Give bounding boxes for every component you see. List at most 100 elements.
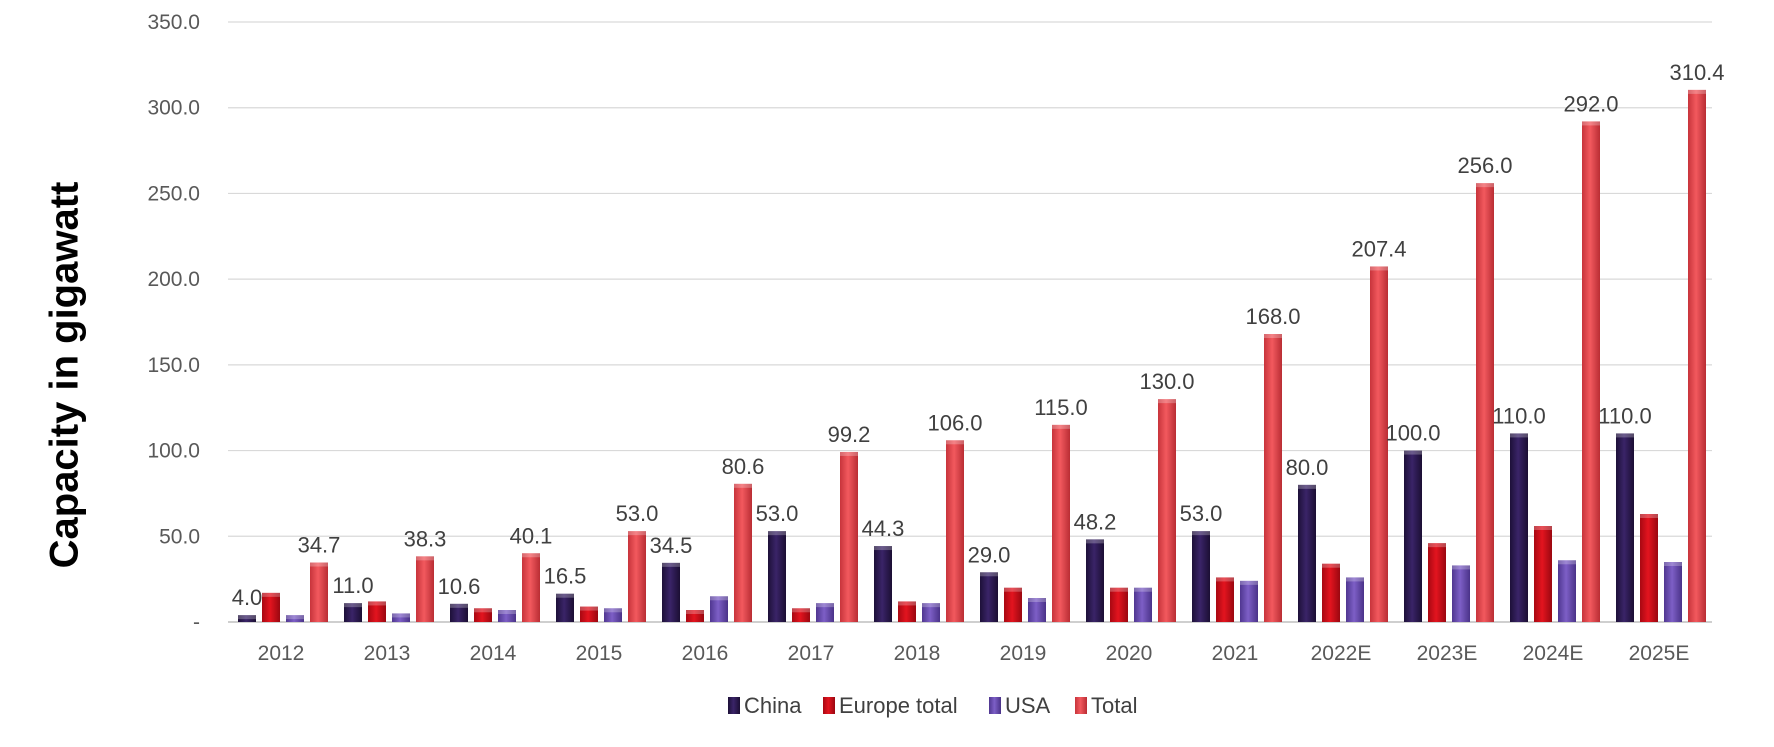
bar-usa bbox=[1240, 580, 1258, 622]
bar-total bbox=[1476, 183, 1494, 622]
y-tick-label: 300.0 bbox=[147, 97, 200, 120]
legend-item-europe-total: Europe total bbox=[823, 693, 958, 718]
data-label-total: 53.0 bbox=[616, 501, 659, 526]
bar-china bbox=[980, 572, 998, 622]
y-tick-label: 200.0 bbox=[147, 268, 200, 291]
x-tick-label: 2018 bbox=[894, 642, 941, 665]
bar-china bbox=[662, 562, 680, 622]
bar-china bbox=[1404, 450, 1422, 622]
legend-swatch bbox=[728, 697, 740, 714]
y-tick-label: - bbox=[193, 611, 200, 634]
bar-usa bbox=[286, 615, 304, 622]
bar-europe-total bbox=[898, 601, 916, 622]
data-label-total: 99.2 bbox=[828, 422, 871, 447]
bar-total bbox=[1264, 334, 1282, 622]
legend-label: China bbox=[744, 693, 802, 718]
bar-china bbox=[1298, 484, 1316, 622]
bar-china bbox=[450, 603, 468, 622]
data-label-china: 16.5 bbox=[544, 564, 587, 589]
y-tick-label: 50.0 bbox=[159, 525, 200, 548]
bar-china bbox=[1192, 531, 1210, 622]
x-tick-label: 2019 bbox=[1000, 642, 1047, 665]
data-label-total: 168.0 bbox=[1245, 304, 1300, 329]
bar-total bbox=[1688, 89, 1706, 622]
data-label-total: 40.1 bbox=[510, 523, 553, 548]
x-axis-ticks: 2012 2013 2014 2015 2016 2017 2018 2019 2020 2021… bbox=[258, 642, 1690, 665]
bar-usa bbox=[816, 603, 834, 622]
legend-swatch bbox=[1075, 697, 1087, 714]
bar-europe-total bbox=[1216, 577, 1234, 622]
bar-china bbox=[238, 615, 256, 622]
legend-item-usa: USA bbox=[989, 693, 1051, 718]
data-label-china: 48.2 bbox=[1074, 509, 1117, 534]
legend-swatch bbox=[989, 697, 1001, 714]
data-label-china: 11.0 bbox=[332, 573, 373, 598]
data-label-total: 130.0 bbox=[1139, 369, 1194, 394]
bar-usa bbox=[1558, 560, 1576, 622]
bar-china bbox=[1510, 433, 1528, 622]
bar-total bbox=[416, 556, 434, 622]
bar-europe-total bbox=[1110, 587, 1128, 622]
data-label-china: 44.3 bbox=[862, 516, 905, 541]
bar-usa bbox=[498, 610, 516, 622]
bar-total bbox=[310, 562, 328, 622]
data-label-total: 80.6 bbox=[722, 454, 765, 479]
data-label-china: 34.5 bbox=[650, 533, 693, 558]
bar-usa bbox=[392, 613, 410, 622]
bar-europe-total bbox=[580, 606, 598, 622]
bar-europe-total bbox=[1428, 543, 1446, 622]
x-tick-label: 2016 bbox=[682, 642, 729, 665]
data-label-china: 53.0 bbox=[1180, 501, 1223, 526]
bar-total bbox=[840, 451, 858, 622]
x-tick-label: 2013 bbox=[364, 642, 411, 665]
bar-china bbox=[768, 531, 786, 622]
bar-europe-total bbox=[792, 608, 810, 622]
y-tick-label: 100.0 bbox=[147, 440, 200, 463]
bar-total bbox=[1158, 399, 1176, 622]
legend-label: USA bbox=[1005, 693, 1051, 718]
data-label-china: 10.6 bbox=[438, 574, 481, 599]
data-label-total: 34.7 bbox=[298, 533, 341, 558]
x-tick-label: 2023E bbox=[1417, 642, 1478, 665]
bar-europe-total bbox=[1322, 563, 1340, 622]
bar-china bbox=[556, 593, 574, 622]
x-tick-label: 2012 bbox=[258, 642, 305, 665]
data-label-china: 110.0 bbox=[1492, 403, 1545, 428]
y-tick-label: 350.0 bbox=[147, 11, 200, 34]
x-tick-label: 2017 bbox=[788, 642, 835, 665]
bar-usa bbox=[1346, 577, 1364, 622]
bar-europe-total bbox=[686, 610, 704, 622]
bar-total bbox=[1370, 266, 1388, 622]
bar-europe-total bbox=[474, 608, 492, 622]
x-tick-label: 2021 bbox=[1212, 642, 1259, 665]
bar-total bbox=[522, 553, 540, 622]
bar-usa bbox=[1664, 562, 1682, 622]
bar-usa bbox=[1028, 598, 1046, 622]
bar-total bbox=[946, 440, 964, 622]
legend-label: Total bbox=[1091, 693, 1137, 718]
bar-europe-total bbox=[262, 592, 280, 622]
x-tick-label: 2014 bbox=[470, 642, 517, 665]
data-label-china: 100.0 bbox=[1385, 421, 1440, 446]
data-label-china: 53.0 bbox=[756, 501, 799, 526]
x-tick-label: 2025E bbox=[1629, 642, 1690, 665]
bar-usa bbox=[604, 608, 622, 622]
legend-label: Europe total bbox=[839, 693, 958, 718]
data-label-china: 110.0 bbox=[1598, 403, 1651, 428]
legend-item-china: China bbox=[728, 693, 802, 718]
data-label-total: 207.4 bbox=[1351, 236, 1406, 261]
data-label-total: 292.0 bbox=[1563, 91, 1618, 116]
data-label-total: 38.3 bbox=[404, 526, 447, 551]
bar-usa bbox=[1452, 565, 1470, 622]
bar-europe-total bbox=[1640, 514, 1658, 622]
data-labels: 4.0 34.7 11.0 38.3 10.6 40.1 16.5 53.0 34.5 80.6 5… bbox=[232, 60, 1725, 610]
legend: China Europe total USA Total bbox=[728, 693, 1137, 718]
data-label-total: 115.0 bbox=[1034, 395, 1087, 420]
legend-item-total: Total bbox=[1075, 693, 1137, 718]
x-tick-label: 2022E bbox=[1311, 642, 1372, 665]
legend-swatch bbox=[823, 697, 835, 714]
gridlines bbox=[228, 21, 1712, 623]
bar-europe-total bbox=[368, 601, 386, 622]
x-tick-label: 2020 bbox=[1106, 642, 1153, 665]
bar-china bbox=[1086, 539, 1104, 622]
